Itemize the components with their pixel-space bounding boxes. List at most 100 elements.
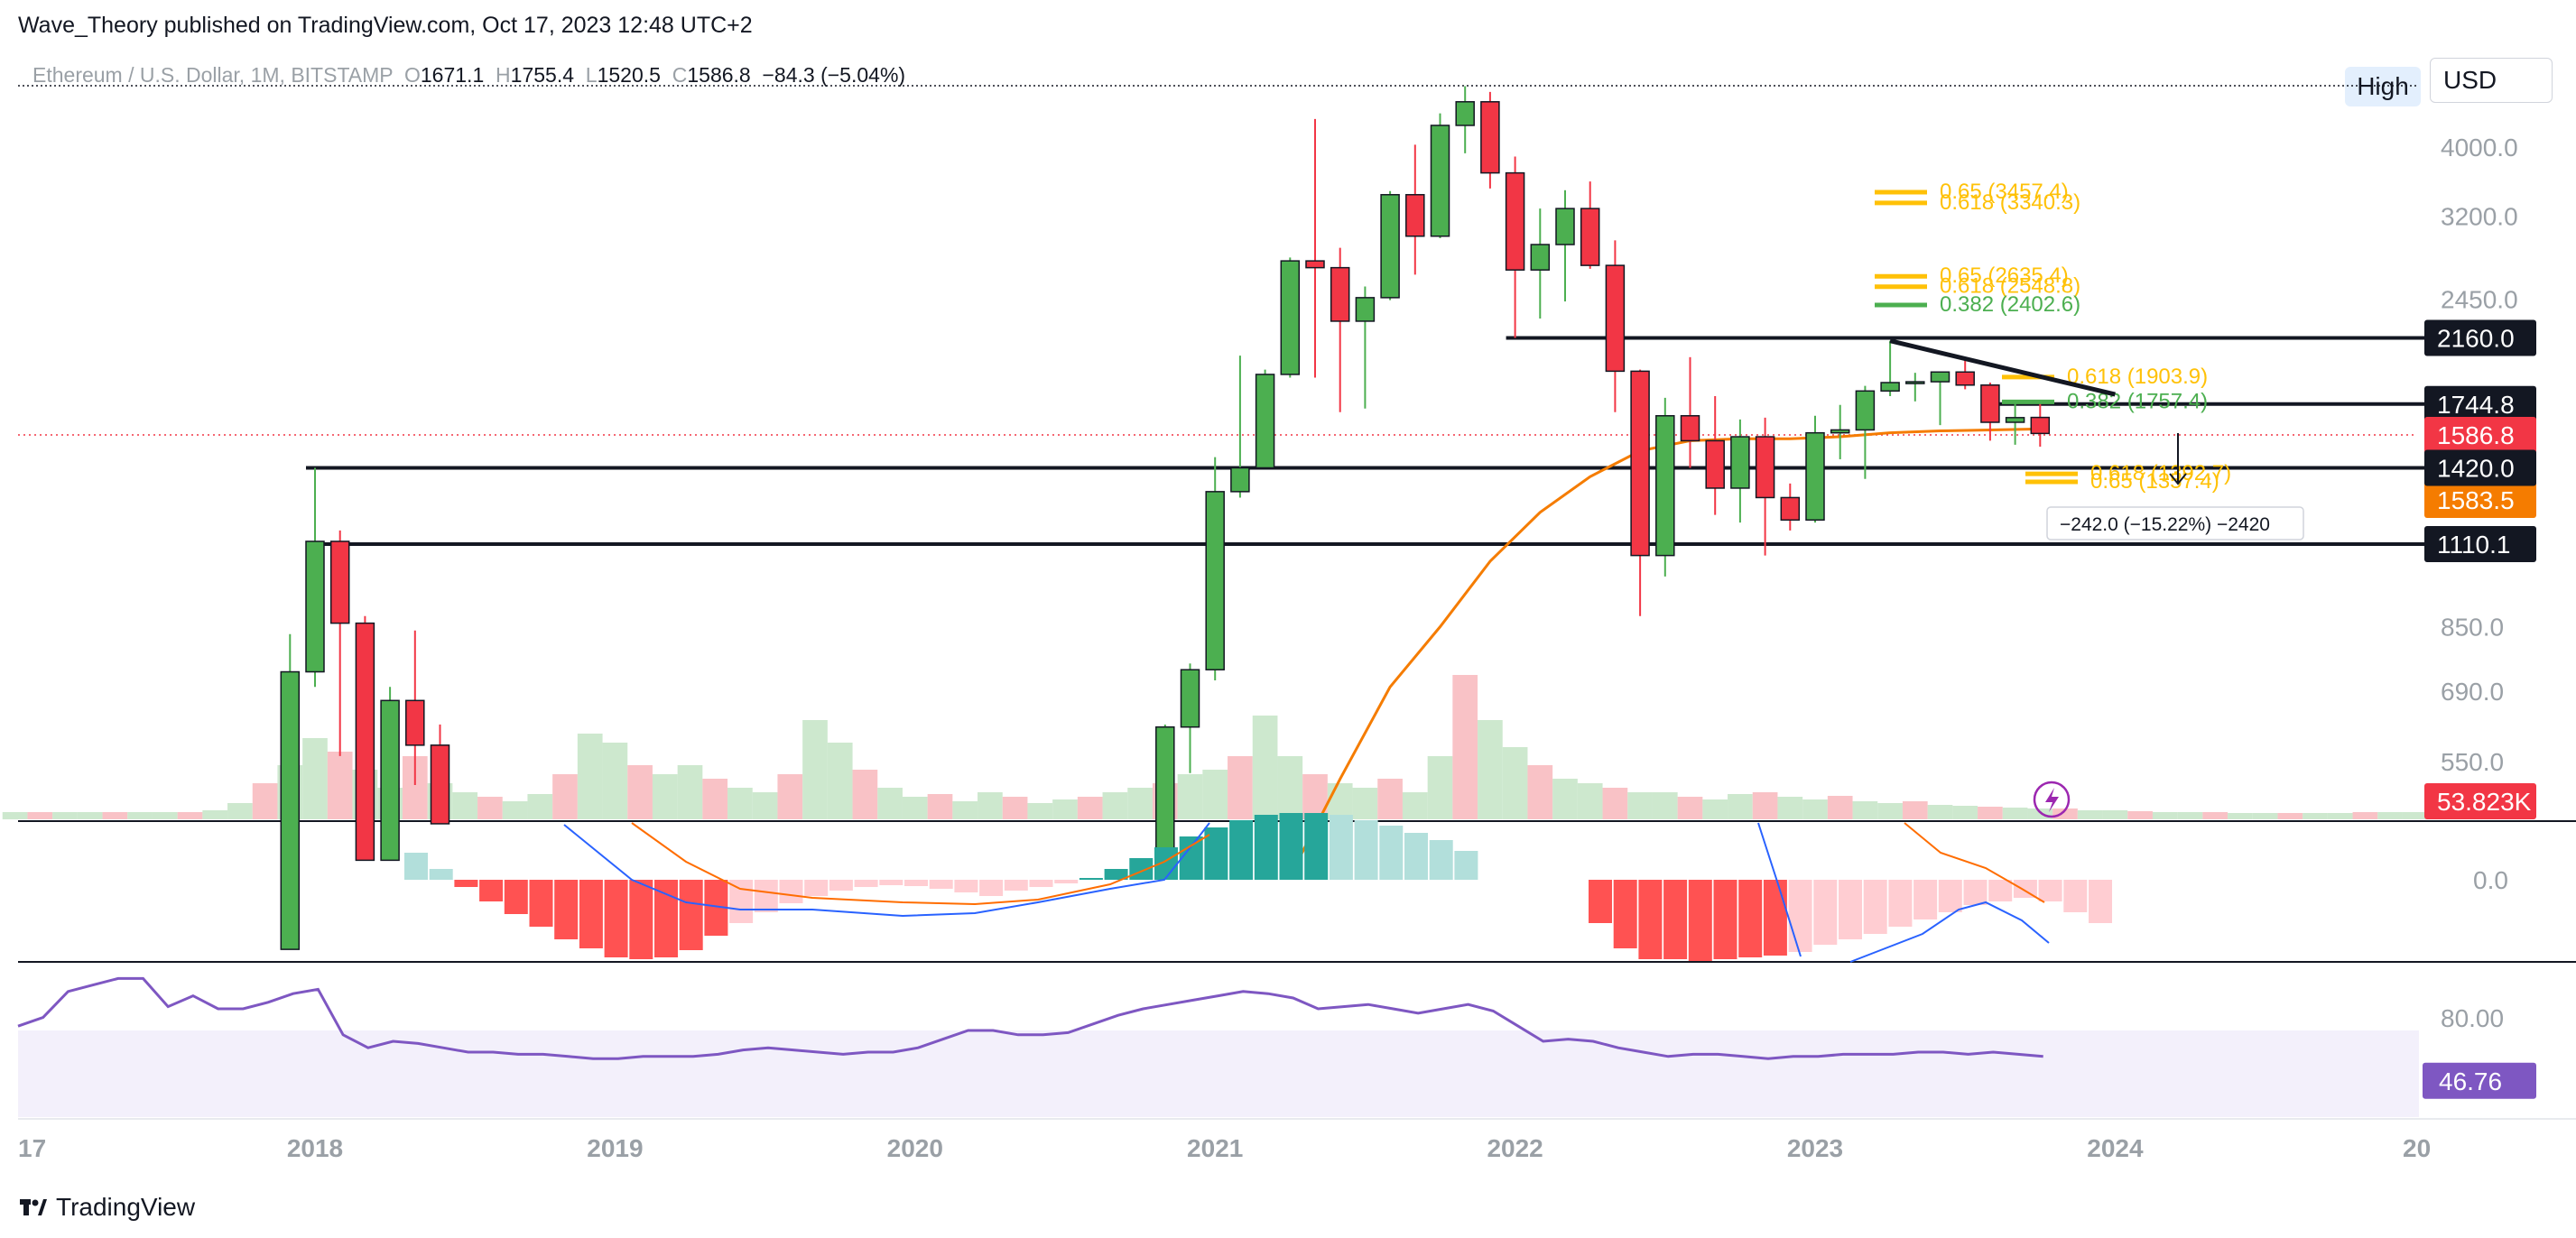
high-label: H bbox=[496, 63, 511, 87]
fib-level-label: 0.382 (2402.6) bbox=[1940, 292, 2080, 317]
volume-bar bbox=[802, 720, 828, 819]
y-tick-label: 850.0 bbox=[2441, 614, 2504, 642]
candle-body bbox=[305, 540, 325, 673]
volume-bar bbox=[1327, 783, 1353, 819]
macd-histogram-bar bbox=[1688, 880, 1712, 961]
rsi-y-tick-label: 80.00 bbox=[2441, 1004, 2504, 1032]
macd-histogram-bar bbox=[1054, 880, 1079, 883]
volume-bar bbox=[852, 770, 878, 819]
candle-body bbox=[1805, 431, 1825, 522]
volume-bar bbox=[1777, 797, 1803, 819]
volume-bar bbox=[877, 788, 903, 819]
candle-body bbox=[1780, 496, 1801, 522]
macd-histogram-bar bbox=[1839, 880, 1862, 939]
candle-body bbox=[2005, 417, 2025, 423]
fib-level-label: 0.65 (2635.4) bbox=[1940, 263, 2069, 288]
candle-body bbox=[1980, 384, 2000, 423]
y-tick-label: 3200.0 bbox=[2441, 203, 2518, 231]
volume-bar bbox=[52, 812, 78, 819]
volume-bar bbox=[1827, 796, 1853, 819]
volume-bar bbox=[1927, 805, 1953, 819]
x-tick-label: 2022 bbox=[1487, 1134, 1543, 1162]
macd-histogram-bar bbox=[1104, 869, 1128, 880]
brand-name: TradingView bbox=[56, 1193, 196, 1221]
macd-histogram-bar bbox=[429, 869, 453, 880]
macd-histogram-bar bbox=[779, 880, 803, 903]
candle-body bbox=[1480, 101, 1500, 174]
volume-bar bbox=[2228, 813, 2253, 819]
volume-bar bbox=[1527, 765, 1553, 819]
volume-bar bbox=[302, 738, 328, 819]
tradingview-logo[interactable]: TradingView bbox=[20, 1193, 195, 1222]
low-label: L bbox=[585, 63, 598, 87]
signal-line bbox=[631, 822, 1210, 906]
macd-histogram-bar bbox=[979, 880, 1004, 896]
macd-histogram-bar bbox=[629, 880, 653, 959]
x-tick-label: 2023 bbox=[1787, 1134, 1843, 1162]
candle-body bbox=[1655, 415, 1675, 557]
volume-bar bbox=[477, 797, 503, 819]
price-tag-box bbox=[2424, 783, 2536, 819]
macd-line-right bbox=[1757, 822, 1802, 957]
candle-body bbox=[2030, 416, 2051, 435]
candle-body bbox=[1430, 125, 1450, 237]
macd-histogram-bar bbox=[1404, 833, 1428, 880]
volume-bar bbox=[527, 794, 553, 819]
macd-histogram-bar bbox=[1329, 815, 1353, 880]
macd-histogram-bar bbox=[604, 880, 628, 957]
volume-bar bbox=[1002, 797, 1028, 819]
volume-bar bbox=[2303, 813, 2328, 819]
volume-bar bbox=[202, 810, 228, 819]
candle-body bbox=[1930, 371, 1951, 383]
macd-histogram-bar bbox=[1429, 840, 1453, 880]
y-tick-label: 690.0 bbox=[2441, 678, 2504, 706]
macd-histogram-bar bbox=[654, 880, 678, 957]
volume-bar bbox=[1277, 756, 1303, 819]
currency-button[interactable]: USD bbox=[2430, 58, 2553, 103]
volume-bar bbox=[1877, 803, 1903, 819]
price-tag-box bbox=[2424, 417, 2536, 453]
macd-pane bbox=[404, 813, 2112, 963]
volume-bar bbox=[1728, 794, 1753, 819]
publisher-info: Wave_Theory published on TradingView.com… bbox=[18, 13, 753, 38]
volume-bar bbox=[1602, 788, 1628, 819]
candle-body bbox=[430, 744, 450, 825]
measure-box bbox=[2046, 506, 2304, 540]
candle-body bbox=[1630, 370, 1650, 557]
candle-body bbox=[1355, 297, 1376, 322]
symbol-ohlc-legend: Ethereum / U.S. Dollar, 1M, BITSTAMP O16… bbox=[32, 63, 905, 88]
volume-bar bbox=[1752, 792, 1778, 819]
price-tag-label: 1110.1 bbox=[2437, 531, 2510, 559]
volume-bar bbox=[577, 734, 603, 819]
volume-bar bbox=[1552, 779, 1578, 819]
price-tag-box bbox=[2424, 449, 2536, 486]
macd-histogram-bar bbox=[829, 880, 853, 891]
candle-body bbox=[329, 540, 350, 624]
volume-bar bbox=[2052, 808, 2078, 819]
volume-bar bbox=[1102, 792, 1128, 819]
candle-body bbox=[1305, 260, 1325, 269]
volume-bar bbox=[1052, 799, 1078, 819]
macd-histogram-bar bbox=[2089, 880, 2112, 923]
volume-bar bbox=[627, 765, 653, 819]
macd-histogram-bar bbox=[854, 880, 878, 887]
fib-level-label: 0.618 (3340.3) bbox=[1940, 190, 2080, 215]
volume-bar bbox=[552, 774, 578, 819]
volume-bar bbox=[77, 812, 103, 819]
volume-bar bbox=[452, 792, 478, 819]
price-tag-box bbox=[2424, 319, 2536, 356]
volume-bar bbox=[1677, 797, 1703, 819]
volume-bar bbox=[102, 812, 128, 819]
volume-bar bbox=[1202, 770, 1228, 819]
candles bbox=[280, 86, 2051, 950]
candle-body bbox=[1730, 436, 1750, 489]
x-tick-label: 2024 bbox=[2087, 1134, 2144, 1162]
x-tick-label: 17 bbox=[18, 1134, 46, 1162]
volume-bar bbox=[2177, 812, 2203, 819]
macd-histogram-bar bbox=[904, 880, 928, 886]
volume-bar bbox=[902, 797, 928, 819]
axes: 4000.0 3200.0 2450.0 850.0 690.0 550.0 0.0 80.0… bbox=[18, 134, 2518, 1162]
lightning-icon[interactable] bbox=[2033, 781, 2071, 818]
